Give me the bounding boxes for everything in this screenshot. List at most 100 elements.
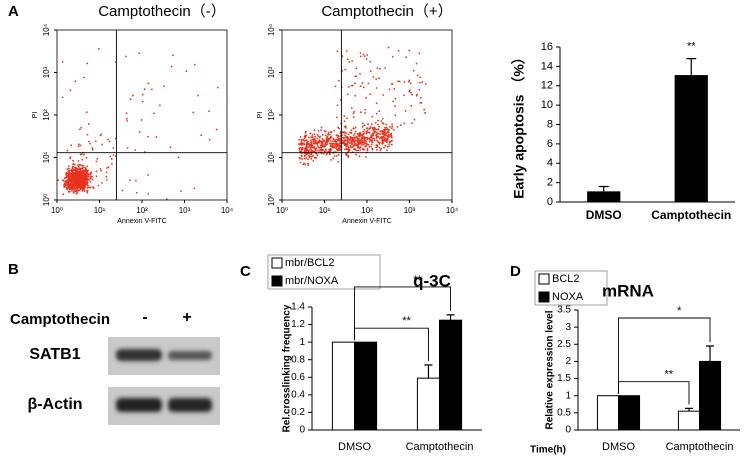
error-bar — [446, 314, 455, 321]
event-dot — [309, 139, 312, 142]
event-dot — [380, 135, 383, 138]
x-tick-label: Camptothecin — [651, 208, 731, 222]
event-dot — [81, 184, 84, 187]
event-dot — [378, 77, 381, 80]
event-dot — [165, 198, 168, 201]
x-axis-label: Annexin V-FITC — [342, 218, 391, 225]
event-dot — [323, 150, 326, 153]
event-dot — [71, 169, 74, 172]
event-dot — [317, 140, 319, 143]
event-dot — [347, 154, 350, 157]
event-dot — [375, 102, 378, 105]
event-dot — [382, 132, 385, 135]
event-dot — [134, 179, 137, 182]
event-dot — [388, 135, 391, 138]
event-dot — [403, 94, 405, 97]
event-dot — [388, 145, 390, 148]
event-dot — [383, 138, 385, 141]
event-dot — [95, 175, 98, 178]
comparison-bracket — [354, 286, 451, 341]
event-dot — [70, 178, 72, 181]
event-dot — [344, 136, 347, 139]
event-dot — [89, 186, 92, 189]
event-dot — [307, 162, 309, 165]
event-dot — [334, 85, 337, 88]
significance-label: ** — [687, 41, 696, 53]
event-dot — [317, 135, 320, 138]
y-tick-label: 0 — [565, 425, 571, 436]
event-dot — [385, 123, 387, 126]
event-dot — [320, 126, 323, 129]
event-dot — [86, 187, 89, 189]
event-dot — [86, 175, 89, 178]
event-dot — [359, 85, 362, 88]
event-dot — [83, 177, 86, 180]
event-dot — [82, 176, 85, 179]
event-dot — [377, 128, 380, 130]
event-dot — [375, 87, 378, 89]
event-dot — [303, 139, 306, 142]
event-dot — [74, 172, 77, 174]
event-dot — [80, 177, 83, 180]
event-dot — [310, 141, 313, 143]
event-dot — [100, 169, 103, 172]
error-bar — [684, 407, 693, 412]
chart-title: Camptothecin（+） — [321, 3, 452, 20]
event-dot — [353, 127, 355, 130]
y-tick-label: 1.5 — [557, 373, 571, 384]
event-dot — [350, 107, 353, 109]
event-dot — [77, 180, 79, 182]
event-dot — [69, 182, 72, 185]
event-dot — [332, 147, 334, 149]
event-dot — [375, 78, 378, 81]
event-dot — [375, 146, 378, 149]
x-tick-label: 10⁴ — [221, 206, 234, 215]
event-dot — [386, 135, 388, 138]
event-dot — [341, 55, 344, 58]
event-dot — [398, 80, 401, 83]
event-dot — [335, 147, 337, 149]
event-dot — [424, 82, 427, 85]
event-dot — [353, 147, 356, 150]
event-dot — [300, 140, 303, 143]
event-dot — [384, 126, 386, 129]
y-tick-label: 0.4 — [291, 389, 305, 400]
event-dot — [88, 186, 90, 189]
event-dot — [372, 134, 375, 137]
event-dot — [323, 139, 326, 142]
panel-label: B — [8, 261, 19, 278]
event-dot — [72, 174, 75, 176]
event-dot — [369, 93, 372, 96]
event-dot — [337, 139, 340, 142]
event-dot — [97, 47, 100, 50]
event-dot — [314, 142, 317, 145]
event-dot — [371, 115, 374, 118]
event-dot — [354, 126, 357, 129]
event-dot — [66, 168, 69, 171]
event-dot — [81, 164, 83, 167]
event-dot — [81, 188, 84, 191]
event-dot — [416, 74, 419, 77]
event-dot — [418, 88, 421, 91]
event-dot — [153, 112, 155, 115]
event-dot — [177, 156, 180, 159]
y-tick-label: 10² — [42, 109, 51, 121]
y-axis-label: Relative expression level — [545, 310, 556, 429]
event-dot — [344, 68, 347, 71]
y-tick-label: 0.8 — [291, 354, 305, 365]
event-dot — [89, 173, 92, 176]
event-dot — [306, 148, 309, 151]
event-dot — [64, 173, 67, 175]
event-dot — [355, 67, 358, 70]
event-dot — [101, 181, 103, 184]
event-dot — [338, 127, 341, 130]
event-dot — [387, 46, 390, 49]
legend-label: NOXA — [552, 291, 584, 303]
event-dot — [341, 131, 344, 134]
event-dot — [91, 147, 94, 150]
event-dot — [343, 144, 346, 147]
event-dot — [344, 148, 346, 151]
event-dot — [72, 165, 74, 168]
event-dot — [312, 160, 315, 162]
y-tick-label: 0.2 — [291, 407, 305, 418]
